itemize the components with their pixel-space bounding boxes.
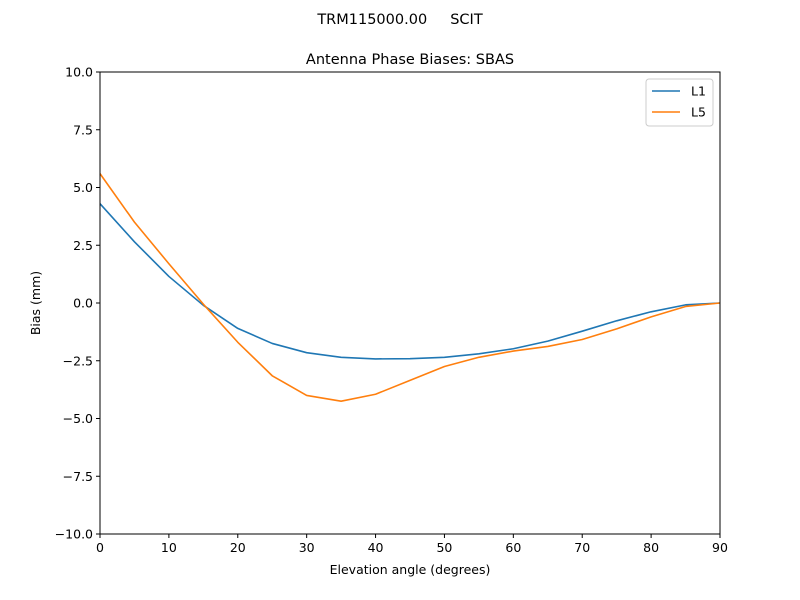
x-tick-label: 30 (299, 540, 315, 555)
y-tick-label: 7.5 (73, 122, 93, 137)
y-tick-label: −10.0 (55, 527, 93, 542)
x-axis-ticks: 0 10 20 30 40 50 60 70 80 90 (96, 534, 728, 555)
x-tick-label: 70 (574, 540, 590, 555)
series-line-l5 (99, 173, 721, 402)
y-tick-label: 2.5 (73, 238, 93, 253)
y-tick-label: 5.0 (73, 180, 93, 195)
x-tick-label: 40 (368, 540, 384, 555)
legend-label-l5: L5 (691, 105, 706, 120)
x-tick-label: 90 (712, 540, 728, 555)
y-tick-label: −7.5 (63, 469, 93, 484)
y-axis-ticks: −10.0 −7.5 −5.0 −2.5 0.0 2.5 5.0 7.5 10.0 (55, 65, 100, 542)
y-tick-label: 10.0 (65, 65, 93, 80)
chart-suptitle: TRM115000.00 SCIT (316, 12, 483, 28)
x-axis-label: Elevation angle (degrees) (330, 562, 491, 577)
x-tick-label: 20 (230, 540, 246, 555)
x-tick-label: 60 (505, 540, 521, 555)
x-tick-label: 50 (436, 540, 452, 555)
x-tick-label: 0 (96, 540, 104, 555)
series-layer (99, 173, 721, 402)
x-tick-label: 80 (643, 540, 659, 555)
plot-frame (99, 71, 721, 535)
y-tick-label: −2.5 (63, 353, 93, 368)
y-tick-label: −5.0 (63, 411, 93, 426)
y-tick-label: 0.0 (73, 296, 93, 311)
legend-label-l1: L1 (691, 84, 706, 99)
chart-title: Antenna Phase Biases: SBAS (306, 52, 514, 68)
series-line-l1 (99, 203, 721, 360)
x-tick-label: 10 (161, 540, 177, 555)
y-axis-label: Bias (mm) (28, 271, 43, 335)
